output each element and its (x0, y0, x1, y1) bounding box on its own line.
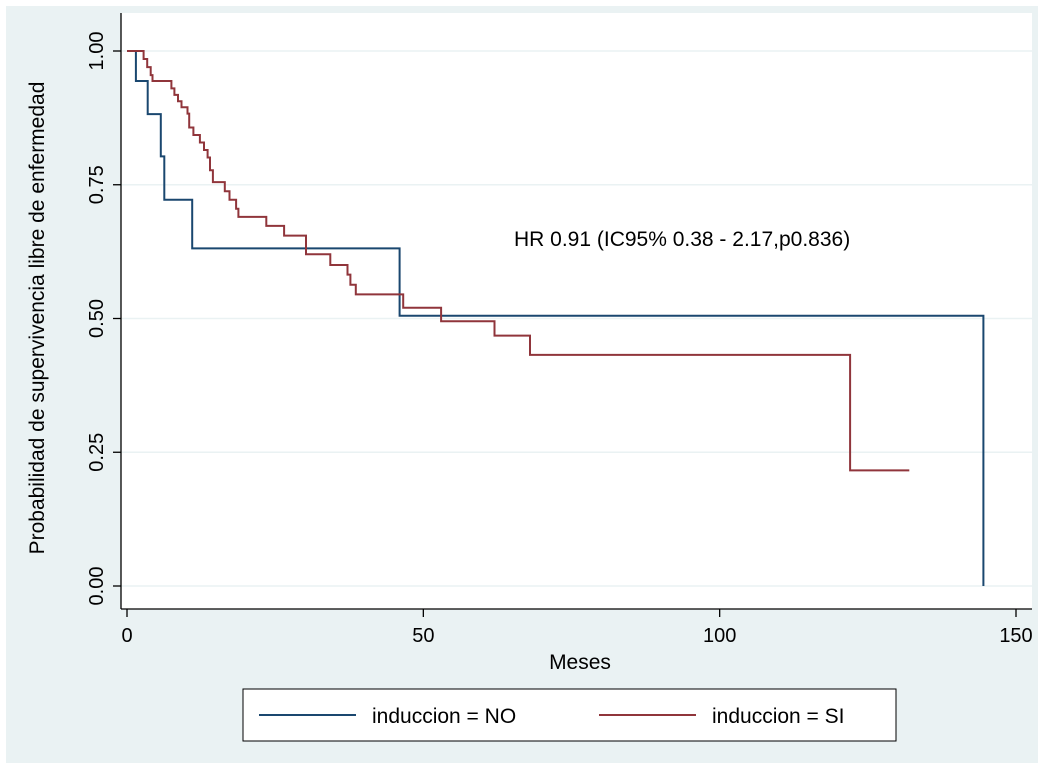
x-axis-ticks: 0 50 100 150 (121, 609, 1033, 647)
y-tick-label: 1.00 (86, 32, 108, 71)
y-tick-label: 0.00 (86, 567, 108, 606)
survival-chart: 0.00 0.25 0.50 0.75 1.00 0 50 100 150 Meses Pro… (26, 13, 1033, 742)
chart-background: 0.00 0.25 0.50 0.75 1.00 0 50 100 150 Meses Pro… (6, 6, 1038, 763)
survival-curves (127, 50, 985, 586)
hazard-ratio-annotation: HR 0.91 (IC95% 0.38 - 2.17,p0.836) (514, 228, 850, 251)
x-tick-label: 50 (412, 625, 434, 647)
gridlines (121, 50, 1032, 587)
series-line-no (127, 50, 985, 586)
legend-label-no: induccion = NO (372, 705, 516, 728)
x-tick-label: 150 (999, 625, 1032, 647)
legend-box (242, 688, 897, 742)
x-tick-label: 100 (703, 625, 736, 647)
y-axis-title: Probabilidad de supervivencia libre de e… (26, 82, 49, 555)
legend-label-si: induccion = SI (712, 705, 845, 728)
y-axis-ticks: 0.00 0.25 0.50 0.75 1.00 (86, 32, 121, 606)
y-tick-label: 0.25 (86, 433, 108, 472)
plot-area (121, 13, 1032, 609)
y-tick-label: 0.50 (86, 299, 108, 338)
series-line-si (127, 50, 910, 472)
y-tick-label: 0.75 (86, 165, 108, 204)
x-tick-label: 0 (121, 625, 132, 647)
x-axis-title: Meses (549, 651, 611, 674)
legend: induccion = NO induccion = SI (242, 688, 897, 742)
